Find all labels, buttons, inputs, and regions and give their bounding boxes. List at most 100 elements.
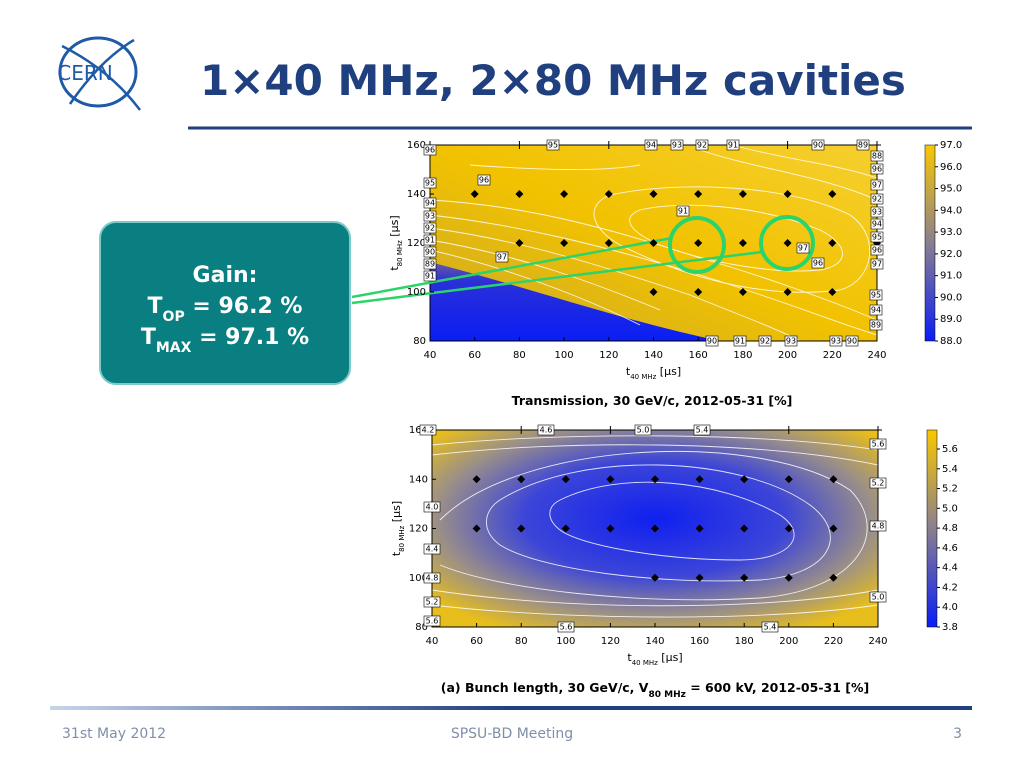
subscript: 40 MHz bbox=[630, 373, 656, 381]
contour-label-box bbox=[784, 335, 798, 347]
pointer-line bbox=[351, 250, 763, 305]
footer-date: 31st May 2012 bbox=[62, 726, 166, 742]
contour-label: 92 bbox=[425, 224, 435, 233]
x-tick-label: 80 bbox=[513, 350, 526, 361]
contour-label: 96 bbox=[872, 246, 882, 255]
marker bbox=[606, 426, 615, 434]
y-tick-label: 100 bbox=[407, 287, 426, 298]
marker bbox=[517, 426, 526, 434]
contour-label: 93 bbox=[872, 208, 882, 217]
contour-label: 5.2 bbox=[872, 479, 885, 488]
x-tick-label: 200 bbox=[779, 636, 798, 647]
contour-label: 93 bbox=[786, 337, 796, 346]
contour-label: 5.0 bbox=[872, 593, 885, 602]
marker bbox=[694, 239, 703, 247]
contour-label: 96 bbox=[813, 259, 823, 268]
colorbar-label: 4.4 bbox=[942, 563, 958, 574]
figure-1-annotations: 40 60 80 100 120 140 160 180 200 220 240 80 100 120 14… bbox=[388, 139, 962, 381]
marker bbox=[784, 524, 793, 533]
caption-text-2: = 600 kV, 2012-05-31 [%] bbox=[686, 680, 869, 695]
symbol: t bbox=[388, 266, 401, 271]
x-tick-label: 140 bbox=[644, 350, 663, 361]
marker bbox=[695, 573, 704, 582]
contour-label: 91 bbox=[425, 272, 435, 281]
contour-label-box bbox=[423, 197, 437, 209]
contour-label: 5.0 bbox=[637, 426, 650, 435]
marker bbox=[828, 239, 837, 247]
contour-label: 90 bbox=[425, 248, 435, 257]
marker bbox=[695, 524, 704, 533]
marker bbox=[517, 475, 526, 484]
contour-label: 5.6 bbox=[872, 440, 885, 449]
contour-label-box bbox=[870, 218, 884, 230]
marker bbox=[874, 426, 882, 434]
contour-label: 92 bbox=[872, 195, 882, 204]
cern-logo: CERN bbox=[57, 36, 141, 111]
colorbar-label: 5.6 bbox=[942, 444, 958, 455]
symbol: T bbox=[148, 294, 163, 319]
contour-label: 5.6 bbox=[426, 617, 439, 626]
contour-label-box bbox=[726, 139, 740, 151]
contour-label: 97 bbox=[798, 244, 808, 253]
y-tick-label: 120 bbox=[409, 524, 428, 535]
contour-label-box bbox=[423, 144, 437, 156]
x-tick-label: 180 bbox=[733, 350, 752, 361]
contour-label-box bbox=[423, 615, 441, 627]
contour-label: 89 bbox=[425, 260, 435, 269]
x-tick-label: 160 bbox=[689, 350, 708, 361]
x-tick-label: 120 bbox=[601, 636, 620, 647]
colorbar-label: 88.0 bbox=[940, 336, 962, 347]
value-text: = 97.1 % bbox=[191, 325, 309, 350]
contour-label: 91 bbox=[735, 337, 745, 346]
marker bbox=[828, 288, 837, 296]
contour-label-box bbox=[423, 572, 441, 584]
contour-label-box bbox=[423, 177, 437, 189]
plot-1-contours bbox=[429, 146, 878, 342]
unit: [μs] bbox=[390, 501, 403, 526]
contour-label: 88 bbox=[872, 152, 882, 161]
y-tick-label: 80 bbox=[415, 622, 428, 633]
marker bbox=[738, 288, 747, 296]
marker bbox=[829, 524, 838, 533]
contour-label-box bbox=[811, 139, 825, 151]
marker bbox=[740, 524, 749, 533]
contour-label-box bbox=[869, 477, 887, 489]
subscript: MAX bbox=[156, 340, 192, 356]
colorbar-label: 5.0 bbox=[942, 503, 958, 514]
contour-label-box bbox=[856, 139, 870, 151]
contour-label-box bbox=[670, 139, 684, 151]
logo-text: CERN bbox=[57, 61, 112, 85]
contour-label-box bbox=[870, 258, 884, 270]
plot-1 bbox=[429, 144, 936, 342]
x-tick-label: 220 bbox=[823, 350, 842, 361]
y-tick-label: 160 bbox=[407, 140, 426, 151]
contour-label-box bbox=[423, 222, 437, 234]
contour-label: 96 bbox=[479, 176, 489, 185]
highlight-circle bbox=[759, 215, 815, 271]
x-tick-label: 220 bbox=[824, 636, 843, 647]
marker bbox=[561, 475, 570, 484]
marker bbox=[783, 288, 792, 296]
contour-label-box bbox=[829, 335, 843, 347]
contour-label-box bbox=[870, 206, 884, 218]
contour-label-box bbox=[423, 210, 437, 222]
contour-label-box bbox=[758, 335, 772, 347]
marker bbox=[738, 239, 747, 247]
contour-label: 94 bbox=[872, 220, 882, 229]
x-tick-label: 240 bbox=[867, 350, 886, 361]
caption-sub: 80 MHz bbox=[648, 690, 685, 700]
contour-label-box bbox=[761, 621, 779, 633]
plot-2-caption: (a) Bunch length, 30 GeV/c, V80 MHz = 60… bbox=[441, 680, 869, 700]
contour-label-box bbox=[733, 335, 747, 347]
plot-1-caption: Transmission, 30 GeV/c, 2012-05-31 [%] bbox=[512, 393, 793, 408]
contour-label: 91 bbox=[425, 236, 435, 245]
colorbar-label: 92.0 bbox=[940, 249, 962, 260]
contour-label: 93 bbox=[425, 212, 435, 221]
marker bbox=[606, 475, 615, 484]
marker bbox=[515, 239, 524, 247]
contour-label: 5.2 bbox=[426, 598, 439, 607]
contour-label-box bbox=[870, 193, 884, 205]
marker bbox=[515, 141, 524, 149]
contour-label: 93 bbox=[831, 337, 841, 346]
contour-label-box bbox=[870, 179, 884, 191]
